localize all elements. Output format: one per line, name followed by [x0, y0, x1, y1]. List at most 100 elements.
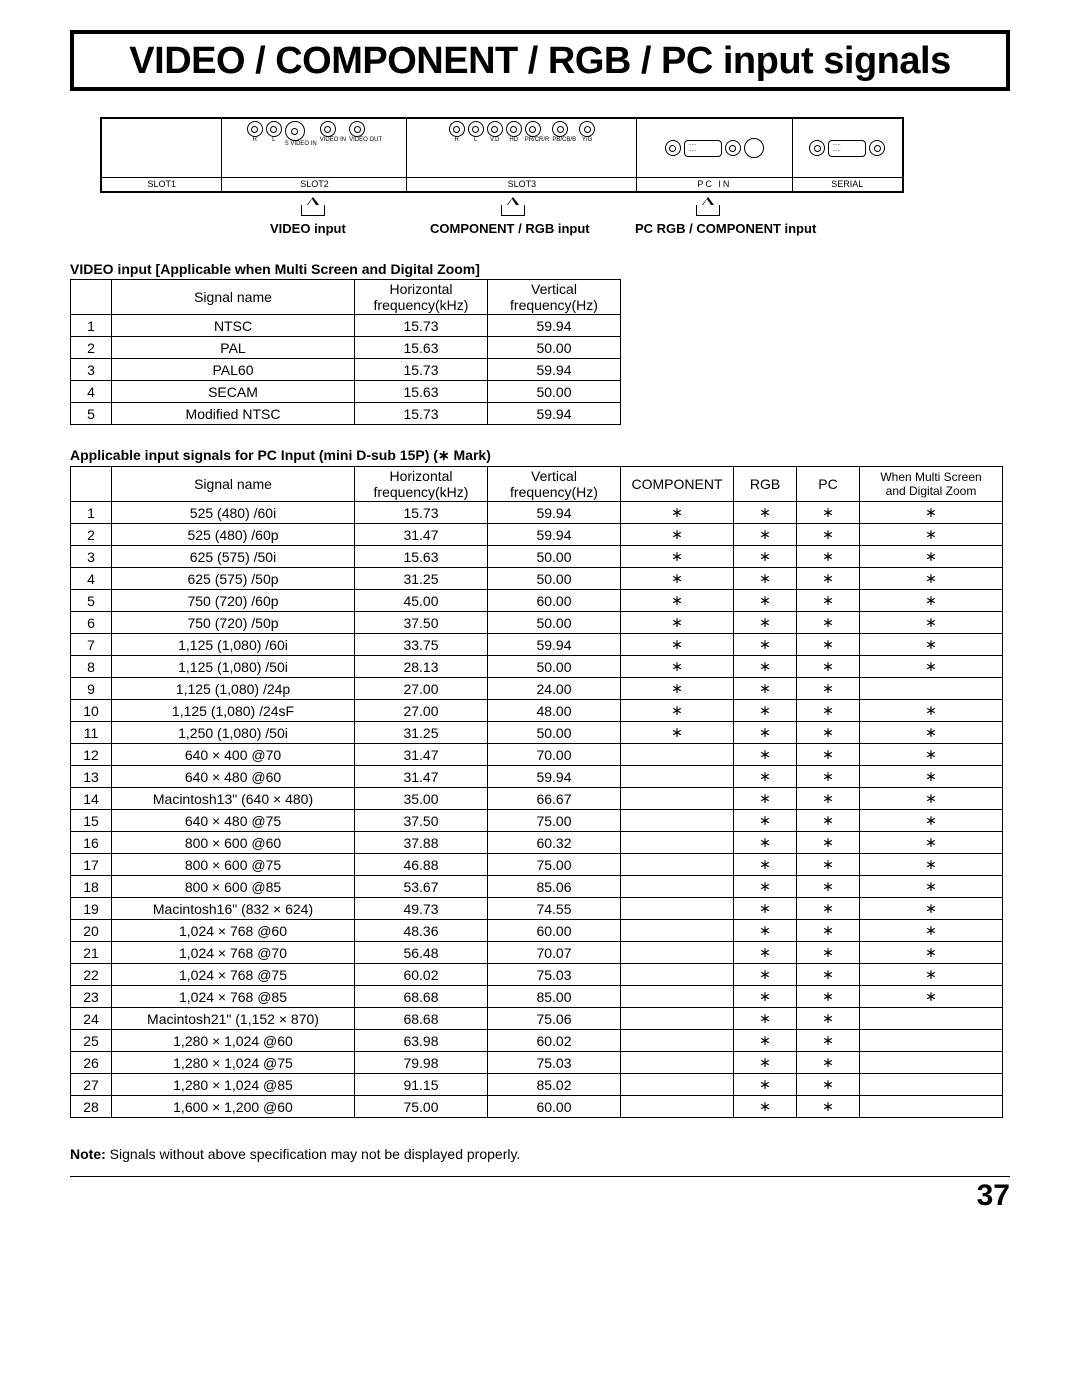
vd-label: V.D — [487, 137, 503, 143]
table-row: 13640 × 480 @6031.4759.94∗∗∗ — [71, 766, 1003, 788]
signal-name: 640 × 400 @70 — [112, 744, 355, 766]
hfreq: 63.98 — [355, 1030, 488, 1052]
hfreq: 91.15 — [355, 1074, 488, 1096]
vfreq: 50.00 — [488, 381, 621, 403]
hfreq: 31.25 — [355, 568, 488, 590]
rca-icon — [809, 140, 825, 156]
signal-name: 1,125 (1,080) /24sF — [112, 700, 355, 722]
mark-rgb: ∗ — [734, 832, 797, 854]
vfreq: 59.94 — [488, 502, 621, 524]
signal-name: PAL — [112, 337, 355, 359]
col-signal-name: Signal name — [112, 280, 355, 315]
mark-component — [621, 810, 734, 832]
signal-name: 1,024 × 768 @70 — [112, 942, 355, 964]
table-row: 1NTSC15.7359.94 — [71, 315, 621, 337]
signal-name: 750 (720) /50p — [112, 612, 355, 634]
mark-component — [621, 766, 734, 788]
dsub-icon — [684, 140, 722, 157]
signal-name: 625 (575) /50i — [112, 546, 355, 568]
table-row: 24Macintosh21" (1,152 × 870)68.6875.06∗∗ — [71, 1008, 1003, 1030]
page-title-box: VIDEO / COMPONENT / RGB / PC input signa… — [70, 30, 1010, 91]
serial-label: SERIAL — [793, 177, 902, 191]
vfreq: 60.00 — [488, 590, 621, 612]
table2-caption: Applicable input signals for PC Input (m… — [70, 447, 1010, 464]
mark-pc: ∗ — [797, 546, 860, 568]
pc-input-label: PC RGB / COMPONENT input — [635, 221, 816, 236]
mark-multiscreen — [860, 678, 1003, 700]
vfreq: 50.00 — [488, 722, 621, 744]
hfreq: 37.50 — [355, 810, 488, 832]
mark-pc: ∗ — [797, 832, 860, 854]
mark-multiscreen: ∗ — [860, 700, 1003, 722]
row-num: 2 — [71, 337, 112, 359]
hfreq: 37.50 — [355, 612, 488, 634]
table-row: 17800 × 600 @7546.8875.00∗∗∗ — [71, 854, 1003, 876]
vfreq: 66.67 — [488, 788, 621, 810]
mark-component: ∗ — [621, 634, 734, 656]
mark-rgb: ∗ — [734, 964, 797, 986]
mark-pc: ∗ — [797, 568, 860, 590]
mark-multiscreen — [860, 1052, 1003, 1074]
connector-panel: SLOT1 R L S VIDEO IN VIDEO IN VIDEO OUT … — [100, 117, 1010, 193]
vfreq: 75.03 — [488, 964, 621, 986]
table-row: 201,024 × 768 @6048.3660.00∗∗∗ — [71, 920, 1003, 942]
vfreq: 75.03 — [488, 1052, 621, 1074]
rca-icon — [487, 121, 503, 137]
vfreq: 59.94 — [488, 634, 621, 656]
mark-multiscreen: ∗ — [860, 744, 1003, 766]
mark-component: ∗ — [621, 502, 734, 524]
mark-pc: ∗ — [797, 634, 860, 656]
mark-pc: ∗ — [797, 876, 860, 898]
signal-name: 1,280 × 1,024 @85 — [112, 1074, 355, 1096]
mark-multiscreen: ∗ — [860, 854, 1003, 876]
mark-multiscreen: ∗ — [860, 832, 1003, 854]
mark-multiscreen: ∗ — [860, 656, 1003, 678]
mark-component — [621, 832, 734, 854]
row-num: 25 — [71, 1030, 112, 1052]
vfreq: 75.06 — [488, 1008, 621, 1030]
table-row: 12640 × 400 @7031.4770.00∗∗∗ — [71, 744, 1003, 766]
mark-pc: ∗ — [797, 590, 860, 612]
signal-name: 800 × 600 @75 — [112, 854, 355, 876]
col-hfreq: Horizontal frequency(kHz) — [355, 467, 488, 502]
mark-multiscreen: ∗ — [860, 898, 1003, 920]
mark-pc: ∗ — [797, 964, 860, 986]
mark-rgb: ∗ — [734, 700, 797, 722]
mark-rgb: ∗ — [734, 854, 797, 876]
mark-multiscreen: ∗ — [860, 546, 1003, 568]
table-row: 4SECAM15.6350.00 — [71, 381, 621, 403]
vfreq: 59.94 — [488, 766, 621, 788]
hfreq: 68.68 — [355, 986, 488, 1008]
row-num: 4 — [71, 568, 112, 590]
table-row: 1525 (480) /60i15.7359.94∗∗∗∗ — [71, 502, 1003, 524]
hfreq: 15.63 — [355, 546, 488, 568]
mark-rgb: ∗ — [734, 1074, 797, 1096]
audio-l-label: L — [266, 137, 282, 143]
mark-multiscreen: ∗ — [860, 634, 1003, 656]
svideo-label: S VIDEO IN — [285, 141, 317, 147]
mark-component — [621, 1096, 734, 1118]
rca-icon — [320, 121, 336, 137]
table-row: 2PAL15.6350.00 — [71, 337, 621, 359]
hfreq: 33.75 — [355, 634, 488, 656]
mark-component — [621, 788, 734, 810]
row-num: 1 — [71, 502, 112, 524]
mark-pc: ∗ — [797, 920, 860, 942]
vfreq: 70.00 — [488, 744, 621, 766]
mark-rgb: ∗ — [734, 876, 797, 898]
row-num: 11 — [71, 722, 112, 744]
video-input-table: Signal name Horizontal frequency(kHz) Ve… — [70, 279, 621, 425]
signal-name: 1,125 (1,080) /24p — [112, 678, 355, 700]
row-num: 22 — [71, 964, 112, 986]
signal-name: 1,600 × 1,200 @60 — [112, 1096, 355, 1118]
mark-component: ∗ — [621, 700, 734, 722]
mark-component — [621, 964, 734, 986]
mark-multiscreen: ∗ — [860, 766, 1003, 788]
hfreq: 75.00 — [355, 1096, 488, 1118]
col-hfreq: Horizontal frequency(kHz) — [355, 280, 488, 315]
table-row: 211,024 × 768 @7056.4870.07∗∗∗ — [71, 942, 1003, 964]
row-num: 17 — [71, 854, 112, 876]
signal-name: PAL60 — [112, 359, 355, 381]
hfreq: 27.00 — [355, 700, 488, 722]
signal-name: Macintosh21" (1,152 × 870) — [112, 1008, 355, 1030]
